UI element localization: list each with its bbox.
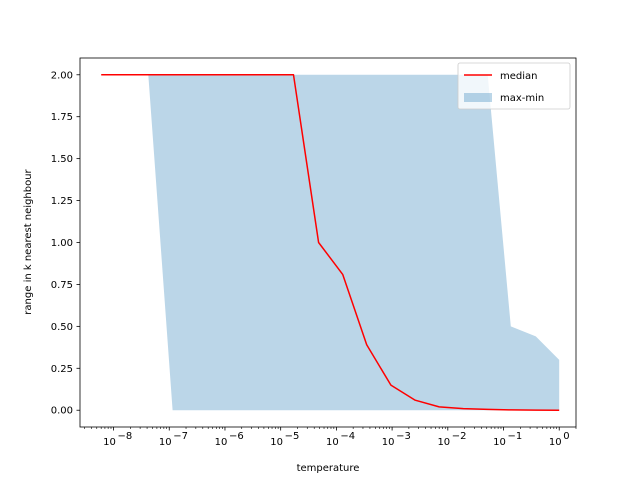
x-tick-label-exponent: −5 — [285, 431, 300, 442]
y-axis: 0.00 0.25 0.50 0.75 1.00 1.25 1.50 1.75 2.00 — [51, 70, 80, 417]
band-max-min — [148, 74, 560, 411]
x-tick-label-exponent: −3 — [396, 431, 411, 442]
y-tick-label: 0.00 — [51, 406, 73, 417]
y-tick-label: 0.50 — [51, 322, 73, 333]
x-tick-label-exponent: −7 — [173, 431, 188, 442]
x-tick-label-exponent: −4 — [340, 431, 355, 442]
y-tick-label: 1.25 — [51, 196, 73, 207]
x-tick-label: 10 — [103, 437, 116, 448]
plot-area — [80, 58, 576, 427]
legend-label-max-min: max-min — [500, 93, 544, 104]
x-tick-label: 10 — [437, 437, 450, 448]
y-tick-label: 1.00 — [51, 238, 73, 249]
x-tick-label: 10 — [159, 437, 172, 448]
x-tick-label-exponent: −1 — [508, 431, 523, 442]
series-line-median — [101, 74, 560, 411]
x-tick-label-exponent: −2 — [452, 431, 467, 442]
x-tick-label-exponent: −6 — [229, 431, 244, 442]
x-tick-label: 10 — [215, 437, 228, 448]
legend-swatch-max-min — [464, 93, 492, 102]
y-tick-label: 1.50 — [51, 154, 73, 165]
y-tick-label: 0.75 — [51, 280, 73, 291]
x-tick-label: 10 — [549, 437, 562, 448]
x-tick-label: 10 — [326, 437, 339, 448]
y-tick-label: 2.00 — [51, 70, 73, 81]
x-tick-label: 10 — [382, 437, 395, 448]
series-layer — [101, 74, 560, 411]
legend-label-median: median — [500, 71, 538, 82]
x-tick-label: 10 — [493, 437, 506, 448]
y-tick-label: 0.25 — [51, 364, 73, 375]
y-axis-label: range in k nearest neighbour — [23, 168, 34, 314]
x-axis-label: temperature — [297, 463, 360, 474]
legend: median max-min — [457, 62, 571, 110]
x-tick-label: 10 — [270, 437, 283, 448]
x-tick-label-exponent: −8 — [118, 431, 133, 442]
y-tick-label: 1.75 — [51, 112, 73, 123]
x-tick-label-exponent: 0 — [563, 431, 569, 442]
band-layer — [148, 74, 560, 411]
